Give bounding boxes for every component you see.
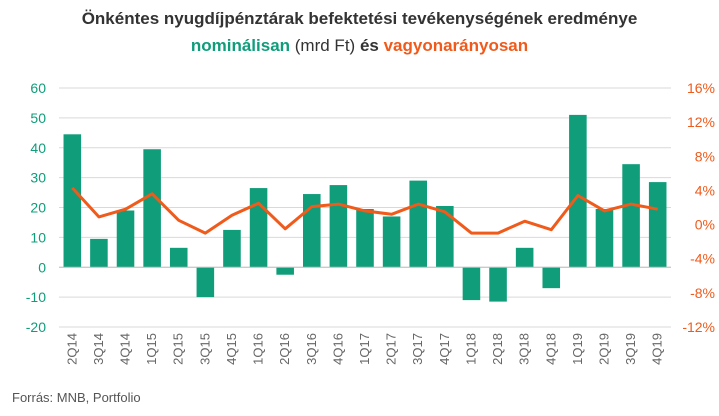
subtitle-unit: (mrd Ft)	[290, 36, 360, 55]
x-tick-label: 4Q18	[543, 333, 558, 365]
x-tick-label: 4Q17	[437, 333, 452, 365]
x-tick-label: 3Q19	[623, 333, 638, 365]
bar-2Q17	[382, 216, 401, 268]
line-series	[71, 186, 658, 235]
bar-4Q19	[648, 182, 667, 268]
x-tick-label: 2Q16	[277, 333, 292, 365]
x-tick-label: 2Q19	[596, 333, 611, 365]
bar-2Q16	[276, 267, 294, 275]
left-tick-label: 60	[30, 80, 46, 96]
left-tick-label: 40	[30, 140, 46, 156]
x-tick-label: 2Q17	[384, 333, 399, 365]
x-tick-label: 3Q15	[197, 333, 212, 365]
right-tick-label: -4%	[690, 251, 715, 267]
chart-title: Önkéntes nyugdíjpénztárak befektetési te…	[81, 9, 638, 28]
x-tick-label: 4Q15	[224, 333, 239, 365]
x-tick-label: 4Q16	[330, 333, 345, 365]
bar-1Q17	[356, 208, 374, 268]
bar-4Q15	[223, 229, 241, 268]
chart-subtitle: nominálisan (mrd Ft) és vagyonarányosan	[0, 36, 719, 56]
bar-1Q19	[569, 114, 587, 268]
x-axis-labels: 2Q14 3Q14 4Q14 1Q15 2Q15 3Q15 4Q15 1Q16 2Q16 3Q16…	[64, 333, 664, 365]
left-tick-label: -20	[26, 319, 46, 335]
right-tick-label: -8%	[690, 285, 715, 301]
right-axis-labels: 16% 12% 8% 4% 0% -4% -8% -12%	[682, 80, 715, 335]
x-tick-label: 2Q14	[64, 333, 79, 365]
right-tick-label: -12%	[682, 319, 715, 335]
bar-2Q19	[595, 208, 614, 268]
bar-4Q18	[542, 267, 561, 289]
bar-4Q16	[329, 185, 348, 268]
bar-1Q15	[143, 149, 161, 268]
bar-3Q15	[196, 267, 215, 298]
subtitle-proportional: vagyonarányosan	[383, 36, 529, 55]
subtitle-nominal: nominálisan	[190, 36, 291, 55]
right-tick-label: 16%	[687, 80, 715, 96]
bar-1Q18	[462, 267, 481, 301]
bar-series	[63, 114, 667, 302]
bar-4Q17	[436, 206, 454, 268]
right-tick-label: 4%	[695, 182, 715, 198]
right-tick-label: 12%	[687, 114, 715, 130]
x-tick-label: 1Q18	[463, 333, 478, 365]
x-tick-label: 3Q18	[517, 333, 532, 365]
x-tick-label: 1Q19	[570, 333, 585, 365]
x-tick-label: 4Q14	[118, 333, 133, 365]
left-axis-labels: 60 50 40 30 20 10 0 -10 -20	[26, 80, 46, 335]
left-tick-label: 0	[38, 259, 46, 275]
x-tick-label: 3Q16	[304, 333, 319, 365]
bar-3Q17	[409, 180, 427, 268]
bar-2Q15	[169, 247, 188, 268]
x-tick-label: 1Q16	[251, 333, 266, 365]
left-tick-label: -10	[26, 289, 46, 305]
bar-3Q18	[515, 247, 534, 268]
x-tick-label: 4Q19	[650, 333, 665, 365]
x-tick-label: 1Q15	[144, 333, 159, 365]
bar-3Q16	[303, 194, 321, 268]
x-tick-label: 1Q17	[357, 333, 372, 365]
right-tick-label: 8%	[695, 148, 715, 164]
left-tick-label: 30	[30, 170, 46, 186]
x-tick-label: 2Q18	[490, 333, 505, 365]
x-tick-label: 3Q17	[410, 333, 425, 365]
right-tick-label: 0%	[695, 217, 715, 233]
x-tick-label: 2Q15	[171, 333, 186, 365]
subtitle-and: és	[359, 36, 384, 55]
bar-4Q14	[116, 210, 135, 268]
bar-3Q14	[90, 238, 108, 268]
left-tick-label: 20	[30, 200, 46, 216]
bar-1Q16	[249, 188, 268, 268]
x-tick-label: 3Q14	[91, 333, 106, 365]
left-tick-label: 10	[30, 229, 46, 245]
bar-2Q18	[489, 267, 507, 302]
source-note: Forrás: MNB, Portfolio	[12, 390, 141, 405]
bar-2Q14	[63, 134, 82, 268]
bar-3Q19	[622, 164, 640, 268]
left-tick-label: 50	[30, 110, 46, 126]
